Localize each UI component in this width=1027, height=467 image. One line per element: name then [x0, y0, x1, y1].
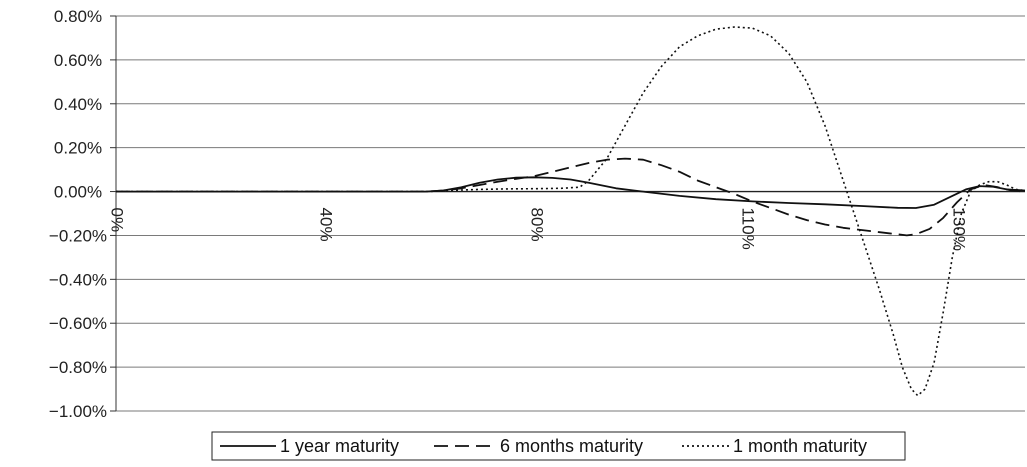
y-tick-label: −0.80% [49, 358, 107, 377]
x-tick-label: 0% [108, 208, 127, 233]
legend-label: 6 months maturity [500, 436, 643, 456]
y-tick-label: 0.80% [54, 7, 102, 26]
grid-lines [116, 15, 1025, 412]
y-tick-label: −0.40% [49, 270, 107, 289]
series-line-solid [116, 176, 1026, 209]
y-tick-label: 0.60% [54, 51, 102, 70]
series-line-dotted [116, 26, 1026, 397]
x-axis-ticks: 0% 40% 80% 110% 130% [108, 208, 969, 251]
x-tick-label: 40% [317, 208, 336, 242]
axes [115, 16, 1025, 411]
y-tick-label: 0.20% [54, 139, 102, 158]
y-tick-label: 0.00% [54, 183, 102, 202]
y-tick-label: −1.00% [49, 402, 107, 421]
y-tick-label: 0.40% [54, 95, 102, 114]
legend-label: 1 year maturity [280, 436, 399, 456]
legend-box [211, 431, 906, 461]
x-tick-label: 110% [738, 208, 757, 250]
legend-label: 1 month maturity [733, 436, 867, 456]
x-tick-label: 80% [527, 208, 546, 242]
series-line-dashed [116, 157, 1026, 237]
series-lines [116, 26, 1026, 397]
y-axis-ticks: 0.80% 0.60% 0.40% 0.20% 0.00% −0.20% −0.40% −0.… [49, 7, 116, 421]
y-tick-label: −0.20% [49, 226, 107, 245]
y-tick-label: −0.60% [49, 314, 107, 333]
legend: 1 year maturity 6 months maturity 1 month … [211, 431, 906, 461]
